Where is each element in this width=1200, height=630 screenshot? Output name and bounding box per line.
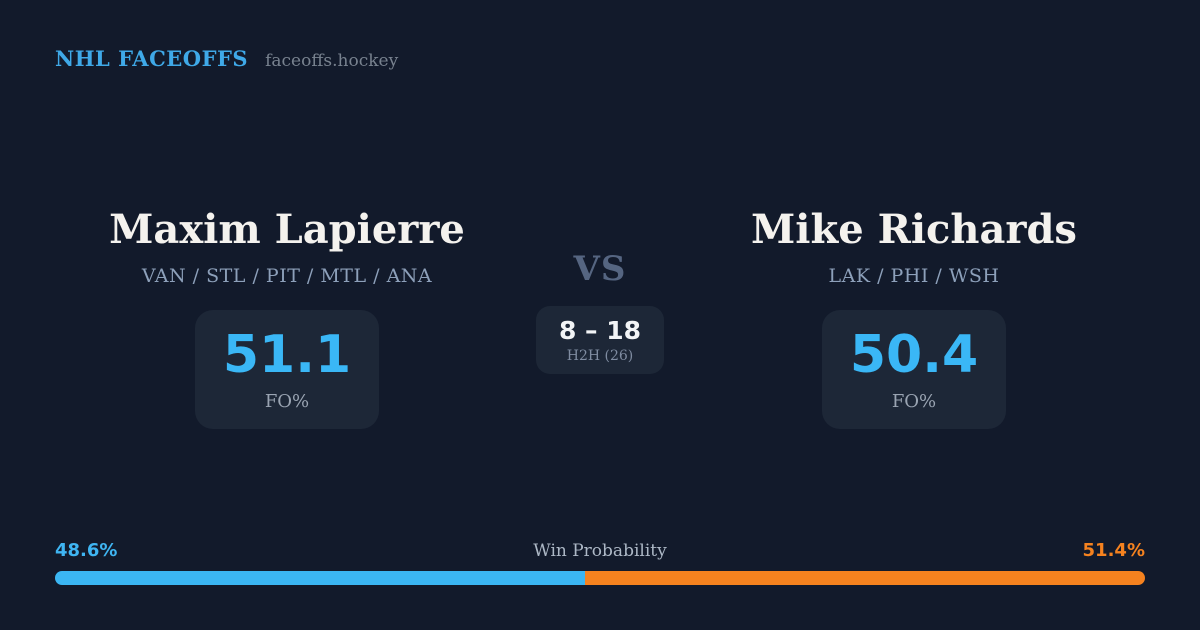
player-left-teams: VAN / STL / PIT / MTL / ANA: [141, 265, 433, 287]
player-left-stat-card: 51.1 FO%: [194, 310, 380, 429]
win-probability-labels: 48.6% Win Probability 51.4%: [55, 540, 1145, 561]
win-probability-right-pct: 51.4%: [1082, 540, 1145, 561]
vs-label: VS: [573, 249, 627, 289]
player-left-stat-label: FO%: [264, 391, 310, 412]
win-probability-left-pct: 48.6%: [55, 540, 118, 561]
h2h-score: 8 – 18: [558, 316, 642, 345]
win-probability-title: Win Probability: [533, 541, 667, 561]
header: NHL FACEOFFS faceoffs.hockey: [55, 46, 398, 71]
player-right-name: Mike Richards: [751, 206, 1077, 253]
h2h-label: H2H (26): [566, 348, 634, 364]
site-url: faceoffs.hockey: [265, 51, 399, 71]
player-left-column: Maxim Lapierre VAN / STL / PIT / MTL / A…: [87, 210, 487, 429]
win-probability-section: 48.6% Win Probability 51.4%: [55, 540, 1145, 585]
player-right-teams: LAK / PHI / WSH: [828, 265, 1000, 287]
player-left-name: Maxim Lapierre: [109, 206, 465, 253]
player-right-stat-label: FO%: [891, 391, 937, 412]
win-probability-bar: [55, 571, 1145, 585]
player-left-fo-pct: 51.1: [222, 325, 352, 385]
win-bar-right-segment: [584, 571, 1145, 585]
h2h-card: 8 – 18 H2H (26): [535, 306, 665, 374]
matchup-center-column: VS 8 – 18 H2H (26): [500, 252, 700, 374]
brand-title: NHL FACEOFFS: [55, 46, 249, 71]
player-right-fo-pct: 50.4: [849, 325, 979, 385]
player-right-column: Mike Richards LAK / PHI / WSH 50.4 FO%: [714, 210, 1114, 429]
player-right-stat-card: 50.4 FO%: [821, 310, 1007, 429]
win-bar-left-segment: [55, 571, 585, 585]
